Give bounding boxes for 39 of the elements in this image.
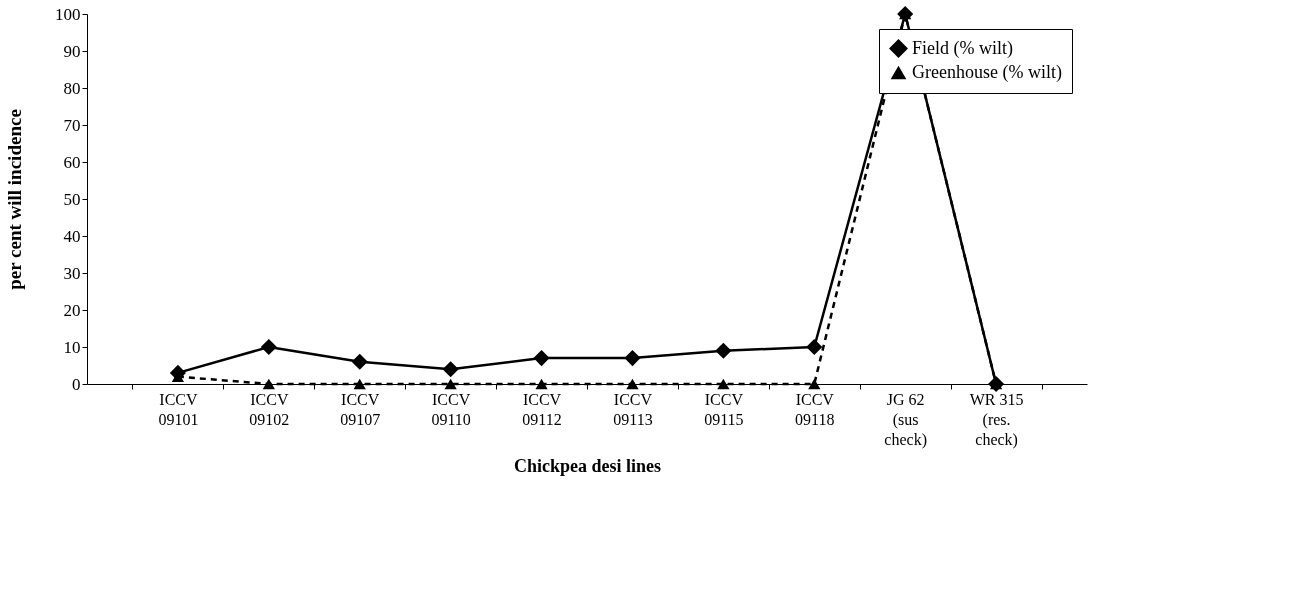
x-tick-label: ICCV 09118	[795, 390, 835, 428]
y-tick-label: 10	[63, 337, 81, 357]
x-axis-title: Chickpea desi lines	[513, 455, 662, 476]
x-tick-label: ICCV 09113	[613, 390, 653, 428]
point	[442, 361, 459, 378]
point	[535, 378, 548, 390]
y-tick-label: 90	[63, 41, 81, 61]
y-tick-label: 60	[63, 152, 81, 172]
y-tick-label: 30	[63, 263, 81, 283]
point	[353, 378, 366, 390]
x-tick-label: WR 315 (res. check)	[969, 390, 1024, 449]
x-tick-label: ICCV 09110	[431, 390, 471, 428]
point	[444, 378, 457, 390]
point	[806, 338, 823, 356]
y-tick-label: 100	[55, 4, 81, 24]
x-tick-label: ICCV 09101	[158, 390, 199, 428]
y-tick-label: 70	[63, 115, 81, 135]
point	[808, 378, 821, 390]
point	[715, 342, 732, 359]
y-tick-label: 0	[72, 374, 81, 394]
x-tick-label: JG 62 (sus check)	[884, 390, 927, 449]
y-axis-title: per cent will incidence	[4, 109, 25, 290]
point	[262, 378, 275, 390]
x-tick-label: ICCV 09107	[340, 390, 381, 428]
legend-label: Greenhouse (% wilt)	[912, 62, 1062, 83]
point	[533, 350, 550, 367]
x-tick-label: ICCV 09112	[522, 390, 562, 428]
y-tick-label: 40	[63, 226, 81, 246]
x-tick-label: ICCV 09102	[249, 390, 290, 428]
point	[624, 350, 641, 367]
point	[260, 338, 277, 356]
point	[717, 378, 730, 390]
y-tick-label: 50	[63, 189, 81, 209]
y-tick-label: 20	[63, 300, 81, 320]
y-tick-label: 80	[63, 78, 81, 98]
x-tick-label: ICCV 09115	[704, 390, 744, 428]
legend-label: Field (% wilt)	[912, 37, 1013, 59]
point	[626, 378, 639, 390]
point	[351, 353, 368, 370]
